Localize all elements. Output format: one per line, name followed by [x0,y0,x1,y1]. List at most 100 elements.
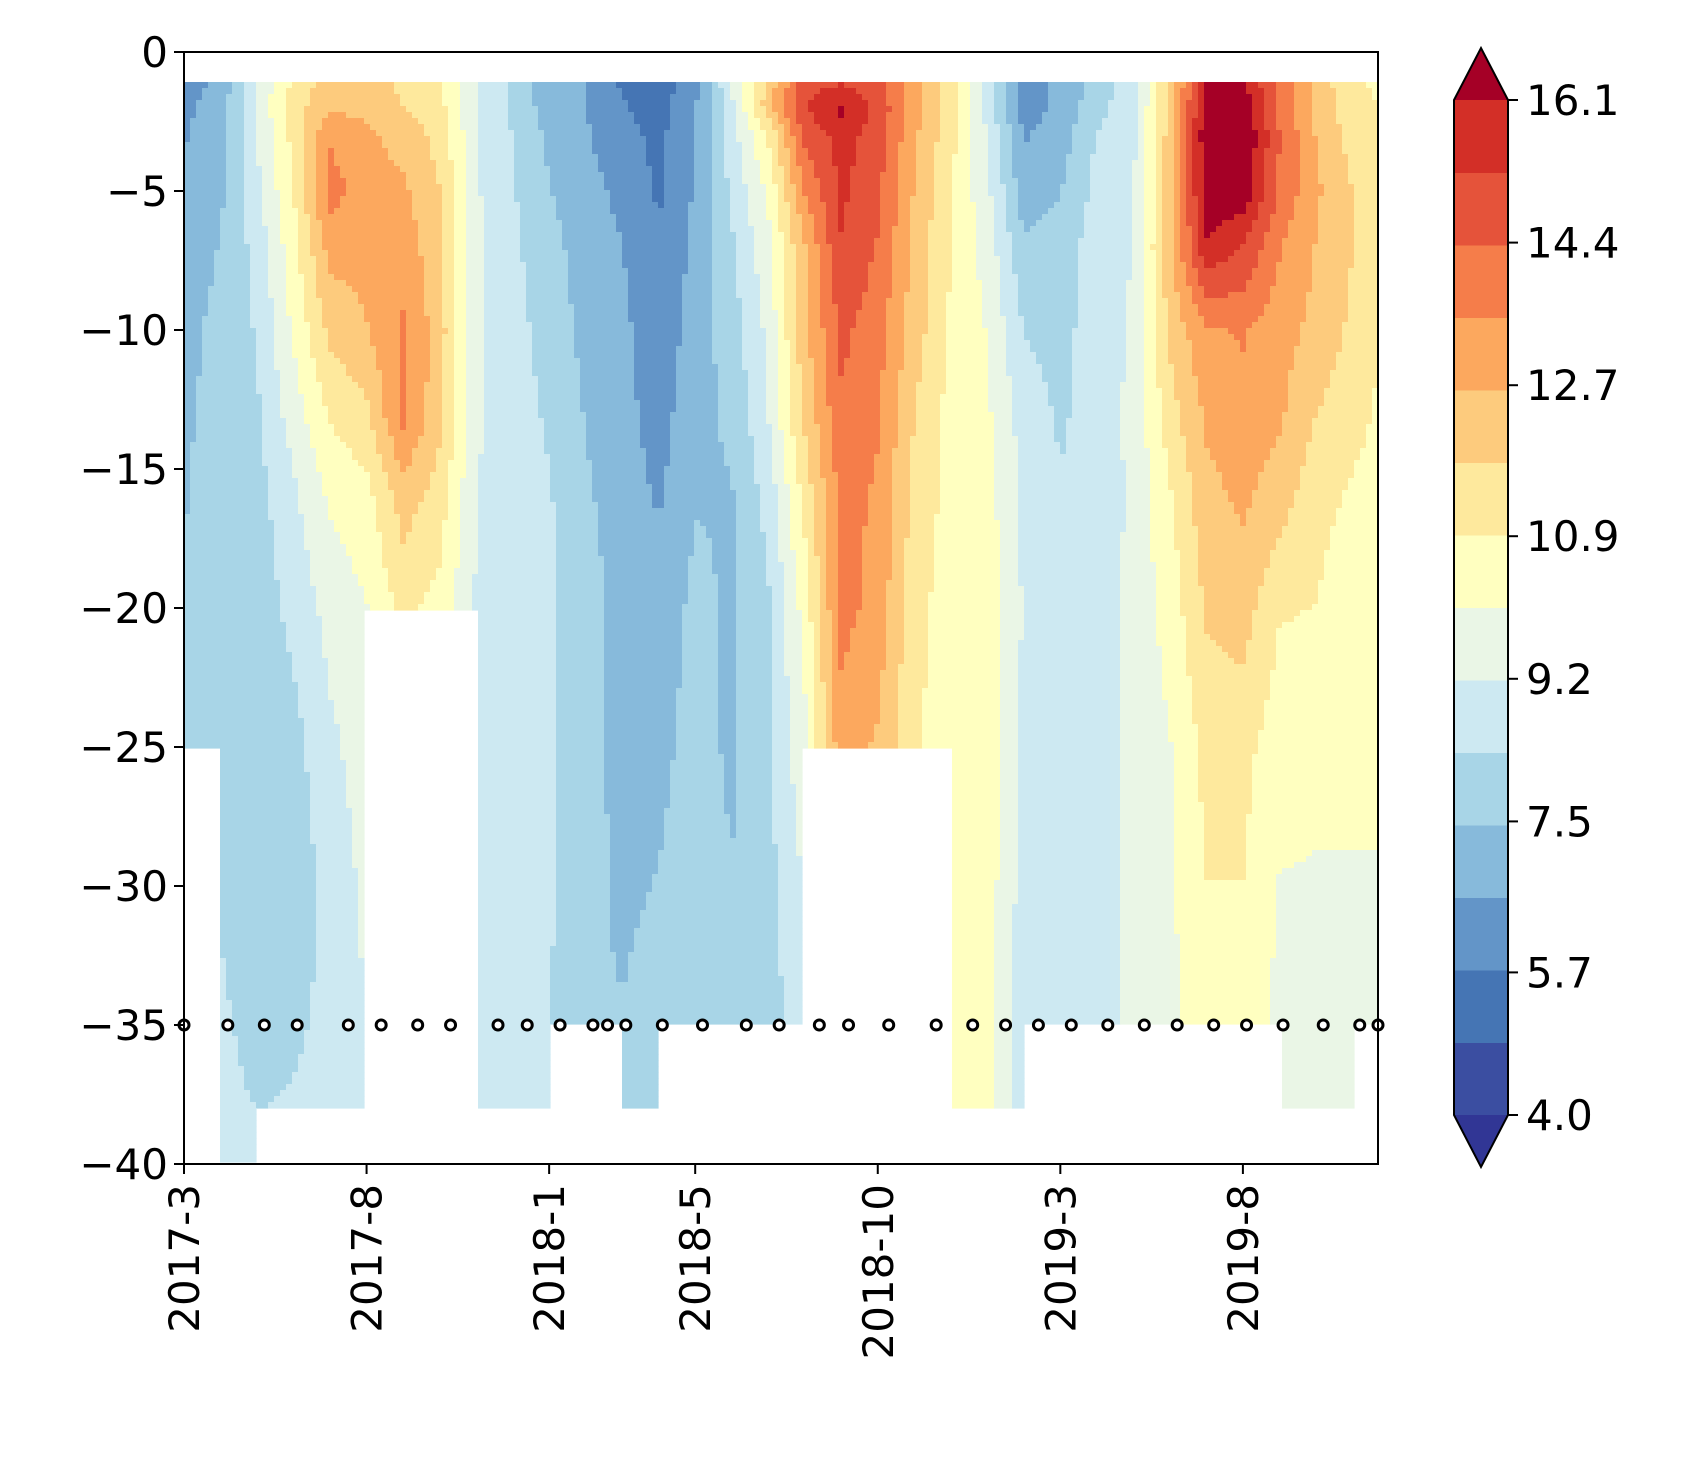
heatmap-cell [184,334,203,341]
heatmap-cell [670,454,725,461]
heatmap-cell [346,550,383,557]
heatmap-cell [274,346,293,353]
heatmap-cell [802,130,827,137]
heatmap-cell [712,268,737,275]
heatmap-cell [184,100,197,107]
heatmap-cell [988,190,1007,197]
heatmap-cell [1180,136,1187,143]
heatmap-cell [832,670,881,677]
heatmap-cell [442,352,455,359]
heatmap-cell [1156,592,1181,599]
heatmap-cell [352,814,365,821]
heatmap-cell [1264,568,1325,575]
heatmap-cell [190,484,269,491]
heatmap-cell [1000,808,1019,815]
heatmap-cell [556,202,611,209]
heatmap-cell [1000,568,1019,575]
heatmap-cell [796,100,809,107]
heatmap-cell [952,790,1001,797]
heatmap-cell [454,346,467,353]
heatmap-cell [820,262,833,269]
heatmap-cell [1000,154,1013,161]
heatmap-cell [1306,298,1349,305]
heatmap-cell [256,364,275,371]
heatmap-cell [526,310,575,317]
heatmap-cell [988,178,1001,185]
heatmap-cell [718,574,737,581]
heatmap-cell [838,544,863,551]
heatmap-cell [1132,274,1145,281]
heatmap-cell [898,706,923,713]
heatmap-cell [898,196,911,203]
heatmap-cell [1204,862,1247,869]
heatmap-cell [478,646,557,653]
heatmap-cell [1354,472,1378,479]
heatmap-cell [442,550,461,557]
heatmap-cell [418,604,455,611]
heatmap-cell [1024,334,1073,341]
heatmap-cell [1330,82,1367,89]
heatmap-cell [610,856,659,863]
heatmap-cell [1024,604,1121,611]
heatmap-cell [1120,412,1145,419]
heatmap-cell [796,112,815,119]
heatmap-cell [556,604,605,611]
heatmap-cell [286,250,299,257]
heatmap-cell [610,202,659,209]
heatmap-cell [754,130,767,137]
heatmap-cell [274,316,293,323]
heatmap-cell [1012,154,1067,161]
heatmap-cell [736,826,773,833]
heatmap-cell [1018,742,1121,749]
heatmap-cell [1300,328,1343,335]
heatmap-cell [1174,532,1199,539]
heatmap-cell [1192,496,1229,503]
heatmap-cell [1120,880,1175,887]
heatmap-cell [922,730,1001,737]
heatmap-cell [784,604,797,611]
heatmap-cell [904,574,935,581]
heatmap-cell [718,406,749,413]
heatmap-cell [778,424,791,431]
heatmap-cell [190,466,269,473]
heatmap-cell [796,310,809,317]
heatmap-cell [448,502,461,509]
heatmap-cell [286,418,305,425]
heatmap-cell [298,238,311,245]
heatmap-cell [1246,514,1289,521]
heatmap-cell [676,364,719,371]
heatmap-cell [970,118,983,125]
heatmap-cell [1072,358,1127,365]
heatmap-cell [484,298,527,305]
heatmap-cell [1186,274,1199,281]
heatmap-cell [322,394,365,401]
heatmap-cell [904,544,935,551]
heatmap-cell [1144,250,1157,257]
heatmap-cell [1312,250,1355,257]
heatmap-cell [442,424,455,431]
heatmap-cell [922,364,947,371]
heatmap-cell [898,154,917,161]
heatmap-cell [544,442,587,449]
heatmap-cell [274,136,287,143]
heatmap-cell [1156,88,1169,95]
heatmap-cell [904,118,923,125]
heatmap-cell [340,724,365,731]
heatmap-cell [610,838,665,845]
heatmap-cell [1192,502,1235,509]
heatmap-cell [622,232,689,239]
heatmap-cell [1054,430,1067,437]
heatmap-cell [1066,154,1091,161]
heatmap-cell [190,118,227,125]
heatmap-cell [1120,868,1175,875]
heatmap-cell [406,538,443,545]
heatmap-cell [322,322,371,329]
heatmap-cell [1168,328,1187,335]
heatmap-cell [208,82,233,89]
heatmap-cell [1174,208,1181,215]
heatmap-cell [1324,556,1378,563]
heatmap-cell [1246,232,1265,239]
heatmap-cell [370,400,383,407]
heatmap-cell [1162,184,1175,191]
heatmap-cell [1348,286,1378,293]
